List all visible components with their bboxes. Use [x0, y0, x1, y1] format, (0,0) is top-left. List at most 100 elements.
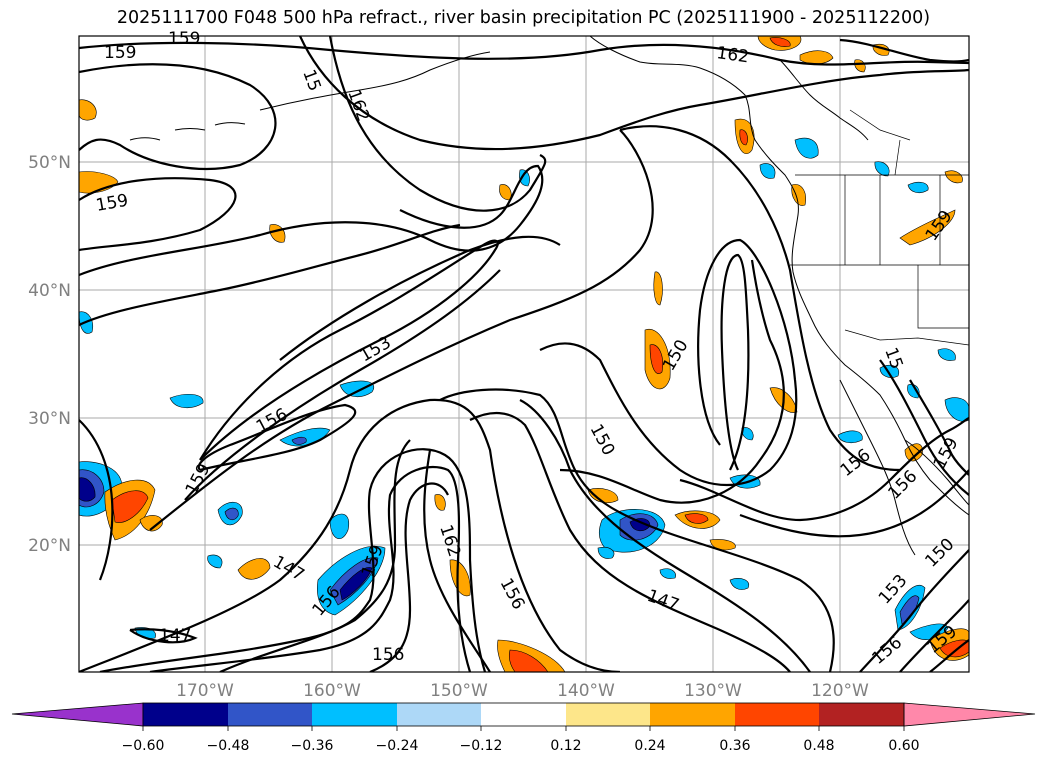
precip-blob: [759, 163, 776, 179]
contour-line: [929, 639, 969, 672]
contour-line: [279, 235, 561, 361]
colorbar-ticks: [142, 726, 905, 731]
contour-line: [679, 417, 969, 522]
lat-label: 20°N: [28, 536, 71, 556]
precip-blob: [937, 348, 956, 361]
precip-blob: [339, 567, 373, 601]
colorbar-extend-high: [903, 702, 1036, 727]
contour-line: [79, 398, 621, 672]
contour-line: [328, 36, 547, 212]
colorbar-tick-label: 0.48: [803, 738, 834, 754]
contour-line: [199, 239, 499, 461]
precip-blob: [944, 170, 963, 184]
colorbar-segment: [819, 703, 904, 726]
contour-line: [79, 41, 969, 66]
precip-blob: [837, 430, 863, 444]
contour-label: 156: [837, 445, 875, 481]
coastline-aleutians: [259, 51, 491, 111]
precip-blob: [649, 344, 663, 374]
contour-line: [219, 439, 411, 672]
contour-line: [739, 469, 969, 538]
lon-label: 120°W: [811, 681, 869, 701]
contour-line: [423, 449, 491, 672]
plot-frame: [78, 35, 970, 673]
colorbar: −0.60 −0.48 −0.36 −0.24 −0.12 0.12 0.24 …: [11, 702, 1036, 754]
precip-blob: [709, 539, 736, 551]
coastline-mexico: [904, 439, 969, 506]
precip-blob: [659, 568, 676, 579]
borders: [790, 109, 969, 346]
contour-line: [79, 419, 114, 581]
coastlines: [129, 36, 969, 556]
contour-label: 156: [496, 575, 529, 613]
precip-blob: [799, 50, 834, 65]
precip-blob: [597, 547, 615, 559]
contour-label: 162: [343, 87, 373, 124]
contour-label: 156: [253, 405, 291, 438]
colorbar-tick-label: 0.60: [888, 738, 919, 754]
contour-line: [79, 223, 461, 326]
colorbar-tick-label: 0.24: [634, 738, 665, 754]
contour-line: [149, 465, 472, 672]
lat-label: 50°N: [28, 153, 71, 173]
contour-line: [839, 38, 969, 63]
contour-label: 156: [868, 633, 906, 669]
contour-line: [899, 599, 969, 672]
precip-blob: [339, 380, 375, 398]
lon-label: 140°W: [557, 681, 615, 701]
lat-axis: 50°N 40°N 30°N 20°N: [28, 153, 71, 556]
contour-line: [79, 177, 237, 252]
contour-line: [909, 379, 969, 476]
lat-label: 30°N: [28, 409, 71, 429]
precip-blob: [499, 184, 512, 201]
contour-label: 147: [644, 586, 681, 616]
map-title: 2025111700 F048 500 hPa refract., river …: [116, 8, 931, 28]
contour-line: [439, 388, 835, 672]
precip-blob: [739, 129, 748, 146]
colorbar-segment: [735, 703, 819, 726]
contour-label: 159: [182, 460, 215, 498]
border-canada: [849, 109, 911, 176]
contour-line: [298, 36, 969, 151]
colorbar-segment: [397, 703, 481, 726]
colorbar-segment: [481, 703, 566, 726]
contour-line: [619, 125, 901, 472]
gridlines: [79, 36, 969, 672]
contour-line: [859, 549, 969, 672]
precip-blob: [79, 99, 97, 121]
contour-label: 147: [159, 626, 191, 646]
lon-axis: 170°W 160°W 150°W 140°W 130°W 120°W: [176, 681, 869, 701]
colorbar-segment: [143, 703, 228, 726]
colorbar-extend-low: [11, 702, 144, 727]
contour-line: [539, 238, 798, 486]
precip-blob: [224, 507, 239, 521]
precip-blob: [79, 477, 96, 502]
precip-blob: [769, 37, 791, 47]
precip-blob: [269, 224, 286, 243]
precip-blob: [791, 184, 806, 206]
contour-line: [879, 359, 969, 496]
contour-line: [149, 129, 654, 531]
colorbar-tick-label: −0.24: [376, 738, 419, 754]
colorbar-tick-label: 0.36: [719, 738, 750, 754]
precip-blob: [653, 271, 663, 306]
contour-label: 147: [270, 552, 308, 586]
contour-label: 159: [168, 29, 200, 49]
lon-label: 130°W: [684, 681, 742, 701]
colorbar-tick-label: −0.36: [291, 738, 334, 754]
precip-blob: [207, 554, 223, 569]
colorbar-segment: [566, 703, 650, 726]
coastline-alaska: [589, 36, 969, 516]
precip-blob: [237, 558, 271, 580]
precip-blob: [508, 649, 549, 672]
colorbar-segment: [228, 703, 312, 726]
contour-line: [197, 403, 357, 472]
precip-blob: [944, 397, 969, 422]
coastline-bc: [779, 59, 869, 141]
colorbar-tick-label: −0.48: [207, 738, 250, 754]
colorbar-tick-label: −0.60: [122, 738, 165, 754]
contour-label: 162: [715, 43, 750, 67]
lon-label: 150°W: [430, 681, 488, 701]
precip-blob: [329, 513, 350, 539]
contour-label: 156: [372, 645, 404, 665]
